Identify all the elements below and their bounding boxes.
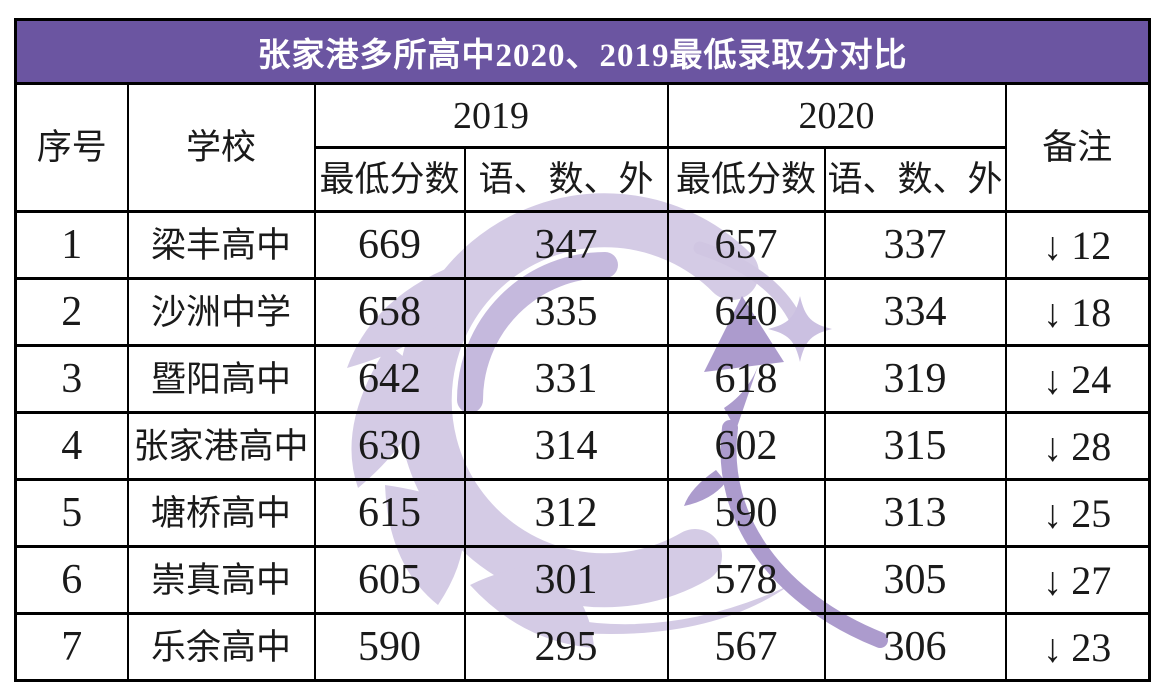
header-year-2020: 2020 <box>666 82 1007 149</box>
cell-min-2019: 630 <box>313 411 466 481</box>
cell-index: 4 <box>14 411 129 481</box>
remark-value: 24 <box>1071 356 1112 402</box>
header-remark: 备注 <box>1004 82 1151 213</box>
title-row: 张家港多所高中2020、2019最低录取分对比 <box>14 18 1151 85</box>
cell-school: 暨阳高中 <box>126 344 316 414</box>
remark-value: 23 <box>1071 624 1112 670</box>
cell-min-2020: 657 <box>666 210 826 280</box>
cell-index: 5 <box>14 478 129 548</box>
cell-min-2020: 567 <box>666 612 826 682</box>
score-comparison-table: 张家港多所高中2020、2019最低录取分对比 序号 学校 2019 2020 … <box>14 18 1152 682</box>
cell-remark: ↓ 28 <box>1004 411 1151 481</box>
header-subjects-2020: 语、数、外 <box>823 146 1007 213</box>
down-arrow-icon: ↓ <box>1043 626 1063 671</box>
cell-index: 6 <box>14 545 129 615</box>
cell-subjects-2020: 313 <box>823 478 1007 548</box>
cell-school: 乐余高中 <box>126 612 316 682</box>
cell-min-2019: 658 <box>313 277 466 347</box>
cell-min-2019: 605 <box>313 545 466 615</box>
down-arrow-icon: ↓ <box>1043 425 1063 470</box>
cell-remark: ↓ 25 <box>1004 478 1151 548</box>
cell-subjects-2019: 314 <box>463 411 669 481</box>
cell-school: 崇真高中 <box>126 545 316 615</box>
down-arrow-icon: ↓ <box>1043 224 1063 269</box>
remark-value: 27 <box>1071 557 1112 603</box>
header-min-score-2020: 最低分数 <box>666 146 826 213</box>
cell-subjects-2019: 335 <box>463 277 669 347</box>
table-row: 1 梁丰高中 669 347 657 337 ↓ 12 <box>14 210 1151 280</box>
cell-subjects-2020: 334 <box>823 277 1007 347</box>
cell-subjects-2019: 312 <box>463 478 669 548</box>
cell-remark: ↓ 27 <box>1004 545 1151 615</box>
down-arrow-icon: ↓ <box>1043 291 1063 336</box>
cell-subjects-2020: 319 <box>823 344 1007 414</box>
cell-subjects-2019: 331 <box>463 344 669 414</box>
cell-index: 7 <box>14 612 129 682</box>
table-row: 2 沙洲中学 658 335 640 334 ↓ 18 <box>14 277 1151 347</box>
cell-min-2020: 590 <box>666 478 826 548</box>
header-index: 序号 <box>14 82 129 213</box>
table-row: 6 崇真高中 605 301 578 305 ↓ 27 <box>14 545 1151 615</box>
header-row-sub: 最低分数 语、数、外 最低分数 语、数、外 <box>16 146 1150 213</box>
remark-value: 18 <box>1071 289 1112 335</box>
header-row-groups: 序号 学校 2019 2020 备注 <box>14 82 1151 213</box>
cell-school: 沙洲中学 <box>126 277 316 347</box>
cell-min-2020: 640 <box>666 277 826 347</box>
cell-min-2019: 642 <box>313 344 466 414</box>
header-subjects-2019: 语、数、外 <box>463 146 669 213</box>
cell-school: 张家港高中 <box>126 411 316 481</box>
cell-subjects-2019: 295 <box>463 612 669 682</box>
cell-min-2019: 590 <box>313 612 466 682</box>
cell-subjects-2019: 301 <box>463 545 669 615</box>
cell-min-2019: 669 <box>313 210 466 280</box>
cell-min-2020: 602 <box>666 411 826 481</box>
cell-subjects-2019: 347 <box>463 210 669 280</box>
table-row: 4 张家港高中 630 314 602 315 ↓ 28 <box>14 411 1151 481</box>
cell-index: 2 <box>14 277 129 347</box>
cell-subjects-2020: 315 <box>823 411 1007 481</box>
cell-index: 1 <box>14 210 129 280</box>
cell-remark: ↓ 12 <box>1004 210 1151 280</box>
cell-min-2020: 578 <box>666 545 826 615</box>
cell-remark: ↓ 24 <box>1004 344 1151 414</box>
cell-min-2020: 618 <box>666 344 826 414</box>
table-row: 7 乐余高中 590 295 567 306 ↓ 23 <box>14 612 1151 682</box>
cell-school: 塘桥高中 <box>126 478 316 548</box>
header-min-score-2019: 最低分数 <box>313 146 466 213</box>
remark-value: 12 <box>1071 222 1112 268</box>
cell-min-2019: 615 <box>313 478 466 548</box>
remark-value: 25 <box>1071 490 1112 536</box>
cell-index: 3 <box>14 344 129 414</box>
cell-remark: ↓ 18 <box>1004 277 1151 347</box>
remark-value: 28 <box>1071 423 1112 469</box>
table-row: 5 塘桥高中 615 312 590 313 ↓ 25 <box>14 478 1151 548</box>
down-arrow-icon: ↓ <box>1043 559 1063 604</box>
table-row: 3 暨阳高中 642 331 618 319 ↓ 24 <box>14 344 1151 414</box>
table-title: 张家港多所高中2020、2019最低录取分对比 <box>14 18 1151 85</box>
down-arrow-icon: ↓ <box>1043 492 1063 537</box>
cell-subjects-2020: 305 <box>823 545 1007 615</box>
header-school: 学校 <box>126 82 316 213</box>
cell-subjects-2020: 337 <box>823 210 1007 280</box>
header-year-2019: 2019 <box>313 82 669 149</box>
cell-remark: ↓ 23 <box>1004 612 1151 682</box>
cell-subjects-2020: 306 <box>823 612 1007 682</box>
cell-school: 梁丰高中 <box>126 210 316 280</box>
down-arrow-icon: ↓ <box>1043 358 1063 403</box>
